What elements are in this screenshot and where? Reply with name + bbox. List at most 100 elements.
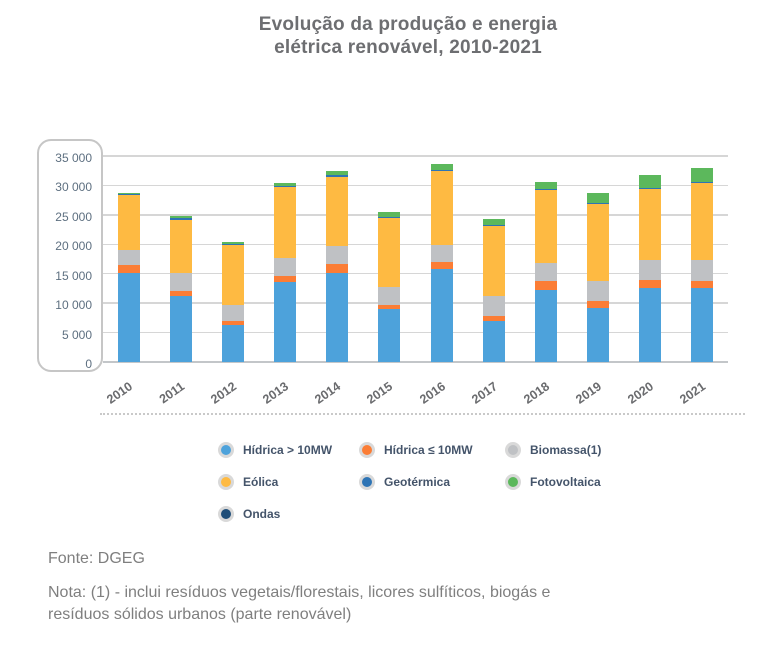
legend-label-hi-drica-10mw: Hídrica ≤ 10MW	[384, 443, 473, 457]
bar-segment-2018-biomassa-1	[534, 263, 557, 282]
bar-2010	[118, 192, 141, 362]
bar-segment-2019-hi-drica-10mw	[586, 301, 609, 308]
bar-segment-2018-geote-rmica	[534, 189, 557, 191]
bar-segment-2018-eo-lica	[534, 190, 557, 264]
bar-2020	[638, 174, 661, 362]
bar-2013	[274, 182, 297, 362]
legend-label-hi-drica-10mw: Hídrica > 10MW	[243, 443, 333, 457]
bar-segment-2020-biomassa-1	[638, 259, 661, 281]
bar-segment-2020-eo-lica	[638, 188, 661, 260]
legend-label-eo-lica: Eólica	[243, 475, 279, 489]
gridline-30-000	[103, 184, 728, 187]
bar-segment-2019-hi-drica-10mw	[586, 307, 609, 362]
bar-segment-2011-geote-rmica	[170, 218, 193, 220]
bar-2012	[222, 241, 245, 362]
bar-segment-2012-hi-drica-10mw	[222, 320, 245, 325]
bar-segment-2012-fotovoltaica	[222, 241, 245, 245]
gridline-20-000	[103, 243, 728, 246]
bar-segment-2016-fotovoltaica	[430, 163, 453, 170]
bar-segment-2019-biomassa-1	[586, 281, 609, 302]
bar-segment-2013-eo-lica	[274, 186, 297, 258]
bar-segment-2019-geote-rmica	[586, 202, 609, 204]
bar-2021	[690, 167, 713, 362]
bar-segment-2010-hi-drica-10mw	[118, 265, 141, 273]
chart-title: Evolução da produção e energia elétrica …	[50, 13, 766, 59]
bar-segment-2014-hi-drica-10mw	[326, 264, 349, 274]
bar-segment-2013-biomassa-1	[274, 257, 297, 277]
bar-segment-2011-eo-lica	[170, 219, 193, 274]
chart-title-line2: elétrica renovável, 2010-2021	[274, 37, 542, 58]
bar-segment-2012-biomassa-1	[222, 304, 245, 321]
bar-segment-2020-geote-rmica	[638, 187, 661, 189]
gridline-35-000	[103, 155, 728, 157]
legend-swatch-biomassa-1	[505, 442, 521, 458]
bar-segment-2015-biomassa-1	[378, 286, 401, 305]
legend-label-fotovoltaica: Fotovoltaica	[530, 475, 601, 489]
bar-2018	[534, 182, 557, 362]
bar-segment-2017-biomassa-1	[482, 296, 505, 317]
bar-segment-2021-geote-rmica	[690, 181, 713, 184]
bar-2015	[378, 211, 401, 362]
legend-swatch-fotovoltaica	[505, 474, 521, 490]
legend-item-biomassa-1: Biomassa(1)	[505, 442, 601, 458]
dotted-separator	[100, 413, 745, 415]
bar-segment-2020-fotovoltaica	[638, 174, 661, 188]
bar-segment-2015-eo-lica	[378, 217, 401, 287]
bar-segment-2016-hi-drica-10mw	[430, 269, 453, 362]
legend-swatch-geote-rmica	[359, 474, 375, 490]
bar-segment-2020-hi-drica-10mw	[638, 280, 661, 288]
y-axis-box: 35 000 30 000 25 000 20 000 15 000 10 000 5 00…	[37, 139, 103, 372]
bar-segment-2012-geote-rmica	[222, 244, 245, 246]
bar-segment-2013-geote-rmica	[274, 185, 297, 187]
legend-item-geote-rmica: Geotérmica	[359, 474, 450, 490]
bar-segment-2013-fotovoltaica	[274, 182, 297, 186]
bar-segment-2010-eo-lica	[118, 195, 141, 250]
bar-segment-2014-eo-lica	[326, 176, 349, 246]
y-tick-15-000: 15 000	[55, 268, 92, 283]
bar-segment-2014-fotovoltaica	[326, 171, 349, 176]
bar-segment-2018-hi-drica-10mw	[534, 281, 557, 291]
bar-segment-2014-geote-rmica	[326, 175, 349, 177]
bar-segment-2020-hi-drica-10mw	[638, 287, 661, 362]
bar-segment-2010-biomassa-1	[118, 249, 141, 266]
legend-swatch-hi-drica-10mw	[218, 442, 234, 458]
bar-segment-2017-geote-rmica	[482, 224, 505, 227]
bar-segment-2015-fotovoltaica	[378, 211, 401, 217]
bar-segment-2017-hi-drica-10mw	[482, 316, 505, 321]
footer-source: Fonte: DGEG	[48, 550, 145, 567]
legend-swatch-hi-drica-10mw	[359, 442, 375, 458]
bar-segment-2019-fotovoltaica	[586, 192, 609, 203]
bar-2011	[170, 216, 193, 362]
bar-segment-2015-hi-drica-10mw	[378, 304, 401, 310]
bar-segment-2017-eo-lica	[482, 226, 505, 297]
bar-segment-2016-biomassa-1	[430, 244, 453, 263]
bar-segment-2010-fotovoltaica	[118, 192, 141, 195]
bar-segment-2021-hi-drica-10mw	[690, 287, 713, 362]
bar-segment-2012-eo-lica	[222, 245, 245, 305]
gridline-15-000	[103, 272, 728, 275]
footer-note-line2: resíduos sólidos urbanos (parte renováve…	[48, 606, 352, 623]
y-tick-20-000: 20 000	[55, 239, 92, 254]
bar-2014	[326, 171, 349, 362]
gridline-10-000	[103, 302, 728, 304]
y-tick-5-000: 5 000	[61, 327, 92, 342]
bar-segment-2013-hi-drica-10mw	[274, 281, 297, 362]
bar-segment-2019-eo-lica	[586, 204, 609, 282]
y-tick-0: 0	[85, 357, 92, 371]
y-tick-30-000: 30 000	[55, 180, 92, 195]
bar-segment-2016-geote-rmica	[430, 169, 453, 172]
bar-segment-2010-hi-drica-10mw	[118, 272, 141, 362]
legend-swatch-ondas	[218, 506, 234, 522]
y-tick-25-000: 25 000	[55, 209, 92, 224]
bar-segment-2010-geote-rmica	[118, 194, 141, 196]
plot-area	[103, 155, 728, 363]
bar-segment-2011-hi-drica-10mw	[170, 290, 193, 296]
bar-segment-2012-hi-drica-10mw	[222, 324, 245, 362]
legend-item-eo-lica: Eólica	[218, 474, 278, 490]
bar-2019	[586, 192, 609, 362]
bar-segment-2021-fotovoltaica	[690, 167, 713, 182]
footer-note: Nota: (1) - inclui resíduos vegetais/flo…	[48, 582, 748, 626]
bar-segment-2011-hi-drica-10mw	[170, 295, 193, 362]
bar-segment-2015-hi-drica-10mw	[378, 309, 401, 362]
legend-item-fotovoltaica: Fotovoltaica	[505, 474, 601, 490]
